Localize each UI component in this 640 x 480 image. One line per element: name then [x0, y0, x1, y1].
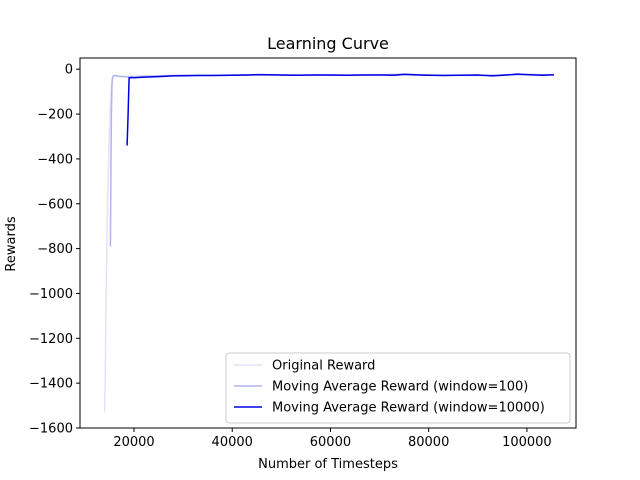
y-tick-label: −1000 [29, 287, 73, 302]
legend-entries: Original Reward Moving Average Reward (wi… [234, 359, 545, 416]
y-tick-label: −1200 [29, 332, 73, 347]
y-tick-label: 0 [65, 63, 73, 78]
lines-layer [103, 73, 554, 413]
legend-label-3: Moving Average Reward (window=10000) [272, 401, 545, 416]
x-tick-label: 100000 [502, 435, 552, 450]
y-tick-label: −800 [37, 242, 73, 257]
plot-frame [79, 57, 577, 429]
x-tick-label: 20000 [113, 435, 154, 450]
x-tick-label: 80000 [408, 435, 449, 450]
y-tick-label: −400 [37, 152, 73, 167]
legend-label-1: Original Reward [272, 359, 375, 374]
chart-title: Learning Curve [267, 34, 389, 53]
legend: Original Reward Moving Average Reward (wi… [225, 352, 571, 424]
y-tick-label: −200 [37, 108, 73, 123]
x-tick-label: 60000 [310, 435, 351, 450]
series-line-3 [126, 73, 554, 146]
y-tick-label: −600 [37, 197, 73, 212]
series-line-2 [109, 73, 554, 247]
y-axis: 0 −200 −400 −600 −800 −1000 −1200 −1400 −1600 [29, 63, 80, 437]
legend-box [225, 352, 571, 424]
x-axis-label: Number of Timesteps [258, 457, 398, 472]
y-tick-label: −1600 [29, 422, 73, 437]
x-axis: 20000 40000 60000 80000 100000 [113, 428, 552, 450]
x-tick-label: 40000 [212, 435, 253, 450]
legend-label-2: Moving Average Reward (window=100) [272, 380, 528, 395]
y-axis-label: Rewards [4, 216, 19, 271]
y-tick-label: −1400 [29, 377, 73, 392]
